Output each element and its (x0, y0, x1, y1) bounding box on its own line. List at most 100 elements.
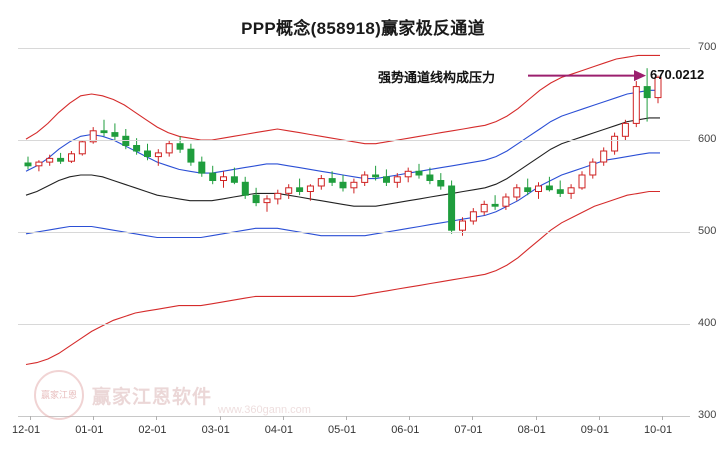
x-tick-mark (156, 416, 158, 420)
x-tick-mark (346, 416, 347, 420)
candlestick (361, 171, 369, 186)
candlestick (317, 175, 325, 190)
candlestick (383, 169, 390, 186)
candlestick (198, 156, 206, 177)
candlestick (545, 176, 553, 192)
candlestick (654, 75, 662, 104)
candlestick (415, 163, 423, 179)
x-tick-mark (472, 416, 474, 420)
page-title: PPP概念(858918)赢家极反通道 (241, 19, 485, 38)
x-tick-mark (282, 416, 284, 420)
candlestick (643, 68, 651, 122)
y-tick-label: 400 (698, 317, 717, 329)
candlestick (611, 132, 619, 155)
candlestick (535, 182, 542, 199)
gridline (18, 232, 690, 233)
y-tick-label: 700 (698, 41, 717, 53)
candlestick (230, 167, 238, 185)
candlestick (491, 195, 499, 210)
x-tick-label: 09-01 (580, 424, 609, 436)
x-tick-label: 10-01 (644, 424, 673, 436)
plot-area: 300 400 500 600 700 (18, 41, 716, 421)
candlestick (621, 119, 629, 140)
candlestick (469, 208, 477, 225)
candlestick (480, 200, 488, 216)
candlestick (274, 189, 282, 205)
watermark-url: www.360gann.com (218, 404, 311, 416)
candlestick (46, 154, 54, 166)
annotation-arrow-head (634, 70, 646, 82)
candlestick (111, 123, 119, 140)
x-tick-mark (598, 416, 600, 420)
gridline (18, 324, 690, 325)
candlestick (328, 171, 336, 186)
x-tick-mark (409, 416, 411, 420)
x-tick-mark (662, 416, 663, 420)
candlestick (165, 140, 173, 157)
x-tick-label: 01-01 (75, 424, 104, 436)
candlestick (600, 147, 608, 166)
y-tick-label: 300 (698, 409, 717, 421)
candlestick (24, 156, 32, 170)
candlestick (306, 184, 314, 201)
candlestick (524, 178, 532, 196)
watermark: 赢家江恩 赢家江恩软件 www.360gann.com (34, 370, 311, 420)
candlestick (448, 180, 456, 234)
x-tick-mark (93, 416, 95, 420)
gridline (18, 140, 690, 141)
y-tick-label: 500 (698, 225, 717, 237)
x-tick-label: 06-01 (391, 424, 420, 436)
price-value-label: 670.0212 (650, 66, 705, 82)
candlestick (404, 167, 412, 183)
y-tick-label: 600 (698, 133, 717, 145)
candlestick (57, 152, 65, 164)
x-tick-mark (219, 416, 221, 420)
candlestick (513, 184, 521, 201)
candlestick (426, 167, 434, 185)
candlestick (339, 175, 347, 192)
candlestick (263, 195, 271, 212)
x-axis-line (18, 416, 690, 417)
candlestick (578, 171, 586, 190)
x-tick-label: 12-01 (12, 424, 41, 436)
x-axis-tick-labels: 12-01 01-01 02-01 03-01 04-01 05-01 06-01 07-01… (0, 416, 726, 440)
candlestick (567, 184, 575, 199)
x-tick-label: 04-01 (264, 424, 293, 436)
candlestick (220, 171, 227, 188)
candlestick (350, 178, 358, 194)
candlestick (632, 81, 640, 128)
candlestick (502, 193, 510, 210)
channel-line (25, 117, 660, 207)
candlestick (252, 187, 260, 207)
x-tick-label: 05-01 (328, 424, 357, 436)
candlestick (556, 180, 564, 197)
watermark-brand: 赢家江恩软件 (92, 386, 213, 408)
x-tick-label: 08-01 (517, 424, 546, 436)
gridline (18, 48, 690, 49)
chart-canvas (24, 54, 662, 366)
candlestick (241, 176, 249, 199)
candlestick (285, 184, 293, 199)
x-tick-label: 03-01 (201, 424, 230, 436)
channel-line (25, 190, 660, 366)
candlestick (589, 158, 597, 179)
x-tick-label: 02-01 (138, 424, 167, 436)
candlestick (372, 165, 380, 181)
candlestick (35, 160, 43, 172)
candlestick (78, 140, 86, 156)
candlestick (68, 151, 75, 163)
candlestick (437, 173, 445, 190)
watermark-seal: 赢家江恩 (34, 370, 84, 420)
candlestick (144, 143, 151, 161)
x-tick-mark (30, 416, 31, 420)
candlestick (154, 149, 162, 166)
candlestick (393, 173, 401, 188)
candlestick (176, 136, 184, 153)
channel-line (25, 152, 660, 239)
annotation-label: 强势通道线构成压力 (378, 69, 496, 85)
candlestick (296, 178, 304, 196)
candlestick (100, 119, 108, 137)
channel-line (25, 54, 660, 145)
x-tick-label: 07-01 (454, 424, 483, 436)
